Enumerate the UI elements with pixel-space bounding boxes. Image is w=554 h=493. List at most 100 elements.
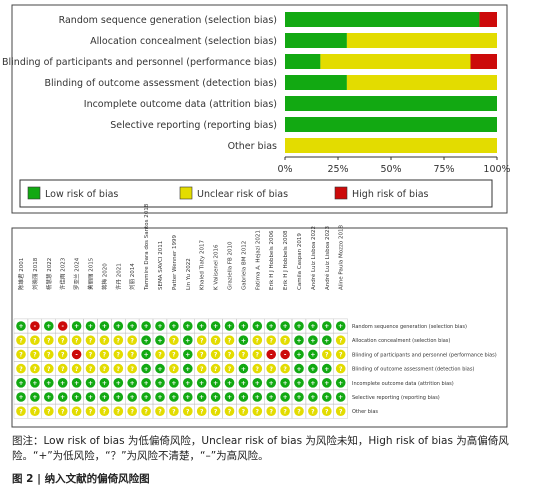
category-label: Blinding of outcome assessment (detectio… xyxy=(44,78,277,89)
judgment-dot xyxy=(99,321,110,331)
judgment-dot xyxy=(196,406,207,417)
study-label: K Valisenel 2016 xyxy=(214,244,220,290)
judgment-symbol: + xyxy=(310,352,315,359)
judgment-dot xyxy=(322,335,332,346)
judgment-symbol: + xyxy=(213,394,218,401)
judgment-dot xyxy=(127,378,137,388)
judgment-symbol: + xyxy=(283,323,288,330)
judgment-dot xyxy=(169,349,179,360)
judgment-symbol: ? xyxy=(47,408,51,415)
judgment-dot xyxy=(57,349,68,360)
judgment-dot xyxy=(44,392,54,402)
judgment-symbol: + xyxy=(199,394,204,401)
judgment-dot xyxy=(183,363,193,374)
study-label: Erik H J Hobbels 2008 xyxy=(283,230,289,290)
bar-segment xyxy=(285,96,497,111)
judgment-symbol: + xyxy=(157,394,162,401)
study-label: Erik H J Hobbels 2006 xyxy=(269,230,275,290)
judgment-symbol: ? xyxy=(33,337,37,344)
study-label: Patter Wenner 1999 xyxy=(172,234,178,290)
judgment-symbol: + xyxy=(74,323,79,330)
judgment-symbol: ? xyxy=(158,408,162,415)
judgment-symbol: ? xyxy=(339,352,343,359)
judgment-symbol: + xyxy=(213,323,218,330)
judgment-dot xyxy=(30,335,40,346)
judgment-dot xyxy=(183,406,193,417)
judgment-symbol: + xyxy=(324,380,329,387)
judgment-symbol: ? xyxy=(33,408,37,415)
bar-segment xyxy=(346,75,497,90)
judgment-symbol: ? xyxy=(130,408,134,415)
judgment-dot xyxy=(169,392,179,402)
judgment-dot xyxy=(30,363,40,374)
judgment-dot xyxy=(252,363,263,374)
judgment-symbol: ? xyxy=(214,366,218,373)
judgment-symbol: + xyxy=(296,366,301,373)
judgment-dot xyxy=(210,349,221,360)
judgment-dot xyxy=(266,378,277,388)
judgment-symbol: ? xyxy=(33,366,37,373)
judgment-dot xyxy=(280,335,290,346)
judgment-symbol: ? xyxy=(283,408,287,415)
judgment-dot xyxy=(155,392,165,402)
judgment-symbol: + xyxy=(296,394,301,401)
judgment-symbol: ? xyxy=(19,366,23,373)
judgment-symbol: ? xyxy=(103,352,107,359)
judgment-dot xyxy=(99,406,110,417)
judgment-dot xyxy=(238,406,249,417)
judgment-dot xyxy=(308,406,318,417)
judgment-symbol: + xyxy=(324,337,329,344)
x-tick-label: 50% xyxy=(380,164,401,175)
judgment-symbol: + xyxy=(157,337,162,344)
study-label: Graziella FB 2010 xyxy=(228,241,234,290)
judgment-symbol: ? xyxy=(339,337,343,344)
judgment-symbol: + xyxy=(171,380,176,387)
judgment-dot xyxy=(335,321,346,331)
judgment-dot xyxy=(155,335,165,346)
legend-swatch xyxy=(334,186,348,200)
judgment-dot xyxy=(169,363,179,374)
judgment-symbol: - xyxy=(61,323,64,330)
judgment-dot xyxy=(252,406,263,417)
judgment-dot xyxy=(44,378,54,388)
judgment-dot xyxy=(85,406,96,417)
judgment-symbol: ? xyxy=(89,366,93,373)
judgment-symbol: ? xyxy=(89,352,93,359)
judgment-symbol: + xyxy=(185,323,190,330)
judgment-dot xyxy=(224,363,235,374)
judgment-symbol: ? xyxy=(130,366,134,373)
judgment-dot xyxy=(183,321,193,331)
judgment-dot xyxy=(210,321,221,331)
judgment-dot xyxy=(113,363,124,374)
judgment-symbol: ? xyxy=(75,408,79,415)
judgment-dot xyxy=(85,335,96,346)
study-label: Aline Paula Mozzo 2018 xyxy=(339,224,345,290)
judgment-dot xyxy=(210,378,221,388)
study-label: 刘晓丽 2018 xyxy=(31,257,39,290)
judgment-dot xyxy=(141,363,151,374)
judgment-dot xyxy=(224,321,235,331)
judgment-dot xyxy=(57,392,68,402)
bar-segment xyxy=(285,117,497,132)
study-label: Camila Caspan 2019 xyxy=(297,233,303,290)
judgment-dot xyxy=(113,335,124,346)
judgment-dot xyxy=(169,335,179,346)
bar-segment xyxy=(470,54,497,69)
judgment-dot xyxy=(183,335,193,346)
judgment-dot xyxy=(322,406,332,417)
judgment-dot xyxy=(155,406,165,417)
judgment-symbol: ? xyxy=(214,337,218,344)
study-label: 罗亚兰 2024 xyxy=(73,257,81,290)
judgment-dot xyxy=(113,321,124,331)
judgment-dot xyxy=(308,392,318,402)
judgment-symbol: - xyxy=(75,352,78,359)
judgment-symbol: + xyxy=(296,337,301,344)
judgment-dot xyxy=(224,392,235,402)
judgment-symbol: + xyxy=(46,380,51,387)
judgment-dot xyxy=(71,335,82,346)
judgment-dot xyxy=(141,321,151,331)
judgment-symbol: ? xyxy=(214,352,218,359)
judgment-dot xyxy=(183,378,193,388)
legend-frame xyxy=(19,179,493,208)
judgment-symbol: + xyxy=(60,380,65,387)
